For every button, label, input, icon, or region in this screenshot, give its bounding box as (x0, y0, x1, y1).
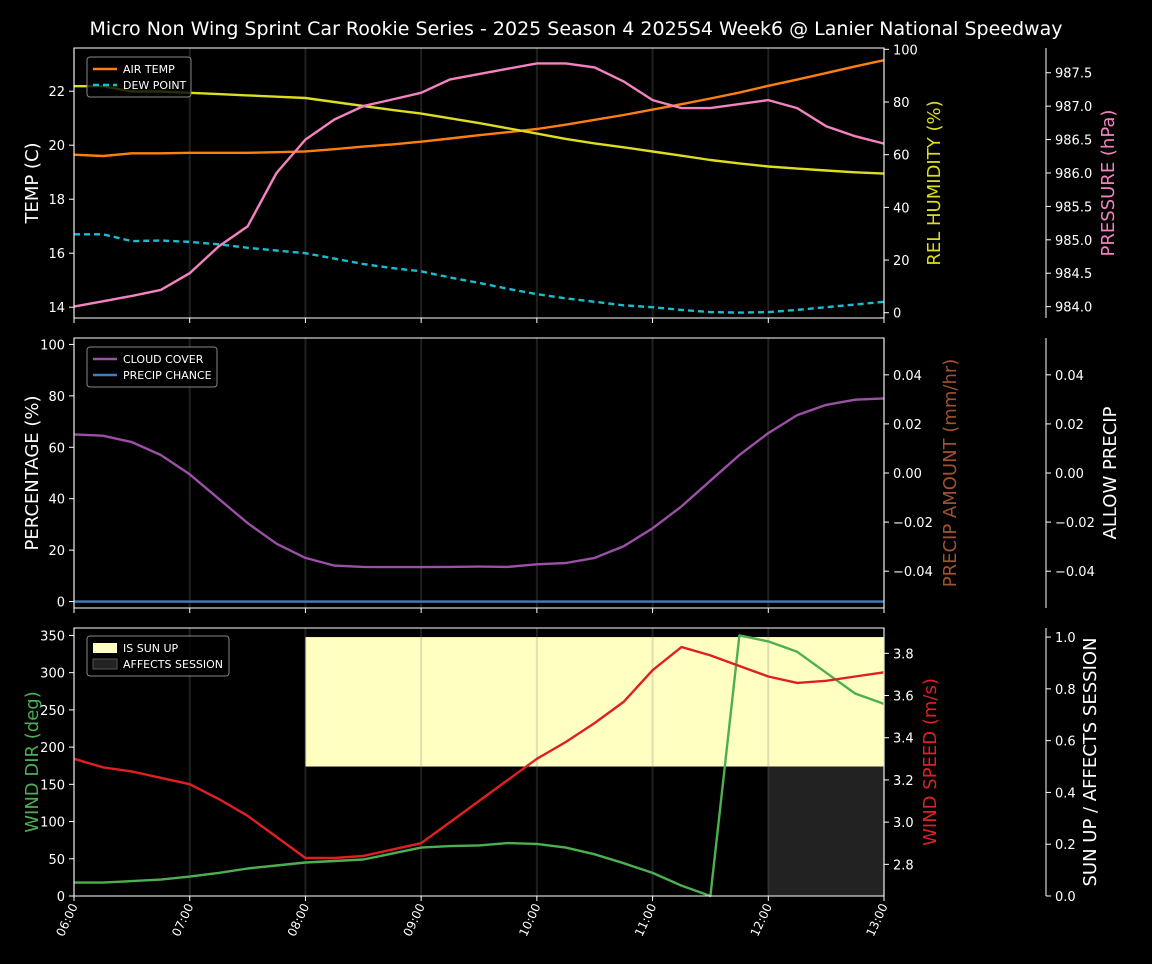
y2-axis-label: REL HUMIDITY (%) (924, 100, 945, 265)
y2-axis-label: ALLOW PRECIP (1100, 406, 1121, 539)
wind-dir-line (74, 634, 885, 898)
y-tick-label: 0 (57, 596, 65, 611)
y-tick-label: 350 (40, 629, 65, 644)
legend-label: IS SUN UP (123, 642, 179, 655)
y2-tick-label: 0.02 (1055, 418, 1084, 433)
y2-tick-label: 2.8 (893, 858, 914, 873)
y2-tick-label: 3.6 (893, 690, 914, 705)
dew-point-line (74, 233, 885, 314)
y2-tick-label: −0.02 (893, 516, 933, 531)
y2-tick-label: 3.4 (893, 732, 914, 747)
legend-box (86, 346, 218, 388)
y-axis-label: WIND DIR (deg) (22, 691, 43, 833)
y2-axis-label: PRECIP AMOUNT (mm/hr) (940, 359, 961, 588)
y-tick-label: 300 (40, 667, 65, 682)
chart-title: Micro Non Wing Sprint Car Rookie Series … (90, 18, 1063, 40)
legend-swatch (92, 658, 118, 670)
y2-tick-label: 20 (893, 254, 910, 269)
y-tick-label: 200 (40, 741, 65, 756)
legend-label: AFFECTS SESSION (123, 658, 223, 671)
y2-tick-label: −0.02 (1055, 516, 1095, 531)
y2-tick-label: 984.5 (1055, 267, 1092, 282)
y2-tick-label: 60 (893, 149, 910, 164)
y2-tick-label: 985.0 (1055, 234, 1092, 249)
y-tick-label: 50 (48, 853, 65, 868)
y-axis-label: PERCENTAGE (%) (22, 395, 43, 550)
wind-speed-line (73, 645, 885, 860)
y-tick-label: 150 (40, 778, 65, 793)
sun-up-band (305, 637, 884, 767)
legend-label: PRECIP CHANCE (123, 369, 212, 382)
y2-tick-label: 0.2 (1055, 838, 1076, 853)
y2-tick-label: 40 (893, 201, 910, 216)
y-tick-label: 100 (40, 816, 65, 831)
legend-box (86, 635, 230, 677)
pressure-line (73, 62, 885, 308)
y-tick-label: 60 (48, 441, 65, 456)
y2-tick-label: 0.00 (893, 467, 922, 482)
legend-swatch (93, 643, 117, 653)
legend-label: DEW POINT (123, 79, 187, 92)
y-tick-label: 250 (40, 704, 65, 719)
y2-tick-label: 0.00 (1055, 467, 1084, 482)
y-tick-label: 22 (48, 85, 65, 100)
y2-tick-label: 987.5 (1055, 67, 1092, 82)
y-tick-label: 40 (48, 493, 65, 508)
y2-tick-label: 3.0 (893, 816, 914, 831)
y2-tick-label: 0.0 (1055, 890, 1076, 905)
y2-tick-label: 984.0 (1055, 301, 1092, 316)
y2-axis-label: PRESSURE (hPa) (1098, 110, 1119, 257)
y-tick-label: 20 (48, 139, 65, 154)
y2-axis-label: SUN UP / AFFECTS SESSION (1080, 637, 1101, 886)
y2-tick-label: 0.8 (1055, 683, 1076, 698)
y-tick-label: 16 (48, 247, 65, 262)
y-tick-label: 20 (48, 544, 65, 559)
y2-tick-label: 1.0 (1055, 631, 1076, 646)
y-tick-label: 80 (48, 390, 65, 405)
y-axis-label: TEMP (C) (22, 142, 43, 224)
legend-label: CLOUD COVER (123, 353, 204, 366)
y2-axis-label: WIND SPEED (m/s) (920, 678, 941, 846)
y2-tick-label: 987.0 (1055, 100, 1092, 115)
legend-label: AIR TEMP (123, 63, 175, 76)
y-tick-label: 0 (57, 890, 65, 905)
y2-tick-label: 0.04 (893, 369, 922, 384)
y2-tick-label: 0.02 (893, 418, 922, 433)
y2-tick-label: 0.04 (1055, 369, 1084, 384)
y2-tick-label: −0.04 (893, 565, 933, 580)
y2-tick-label: 3.2 (893, 774, 914, 789)
affects-session-band (768, 766, 884, 896)
y2-tick-label: −0.04 (1055, 565, 1095, 580)
y2-tick-label: 3.8 (893, 647, 914, 662)
y2-tick-label: 986.0 (1055, 167, 1092, 182)
humidity-line (74, 84, 885, 175)
y2-tick-label: 80 (893, 96, 910, 111)
y2-tick-label: 986.5 (1055, 134, 1092, 149)
y2-tick-label: 100 (893, 43, 918, 58)
y-tick-label: 100 (40, 338, 65, 353)
y2-tick-label: 985.5 (1055, 200, 1092, 215)
cloud-cover-line (73, 397, 885, 569)
air-temp-line (73, 59, 885, 158)
y2-tick-label: 0 (893, 307, 901, 322)
y-tick-label: 18 (48, 193, 65, 208)
legend-box (86, 56, 192, 98)
y2-tick-label: 0.4 (1055, 786, 1076, 801)
y2-tick-label: 0.6 (1055, 735, 1076, 750)
y-tick-label: 14 (48, 301, 65, 316)
